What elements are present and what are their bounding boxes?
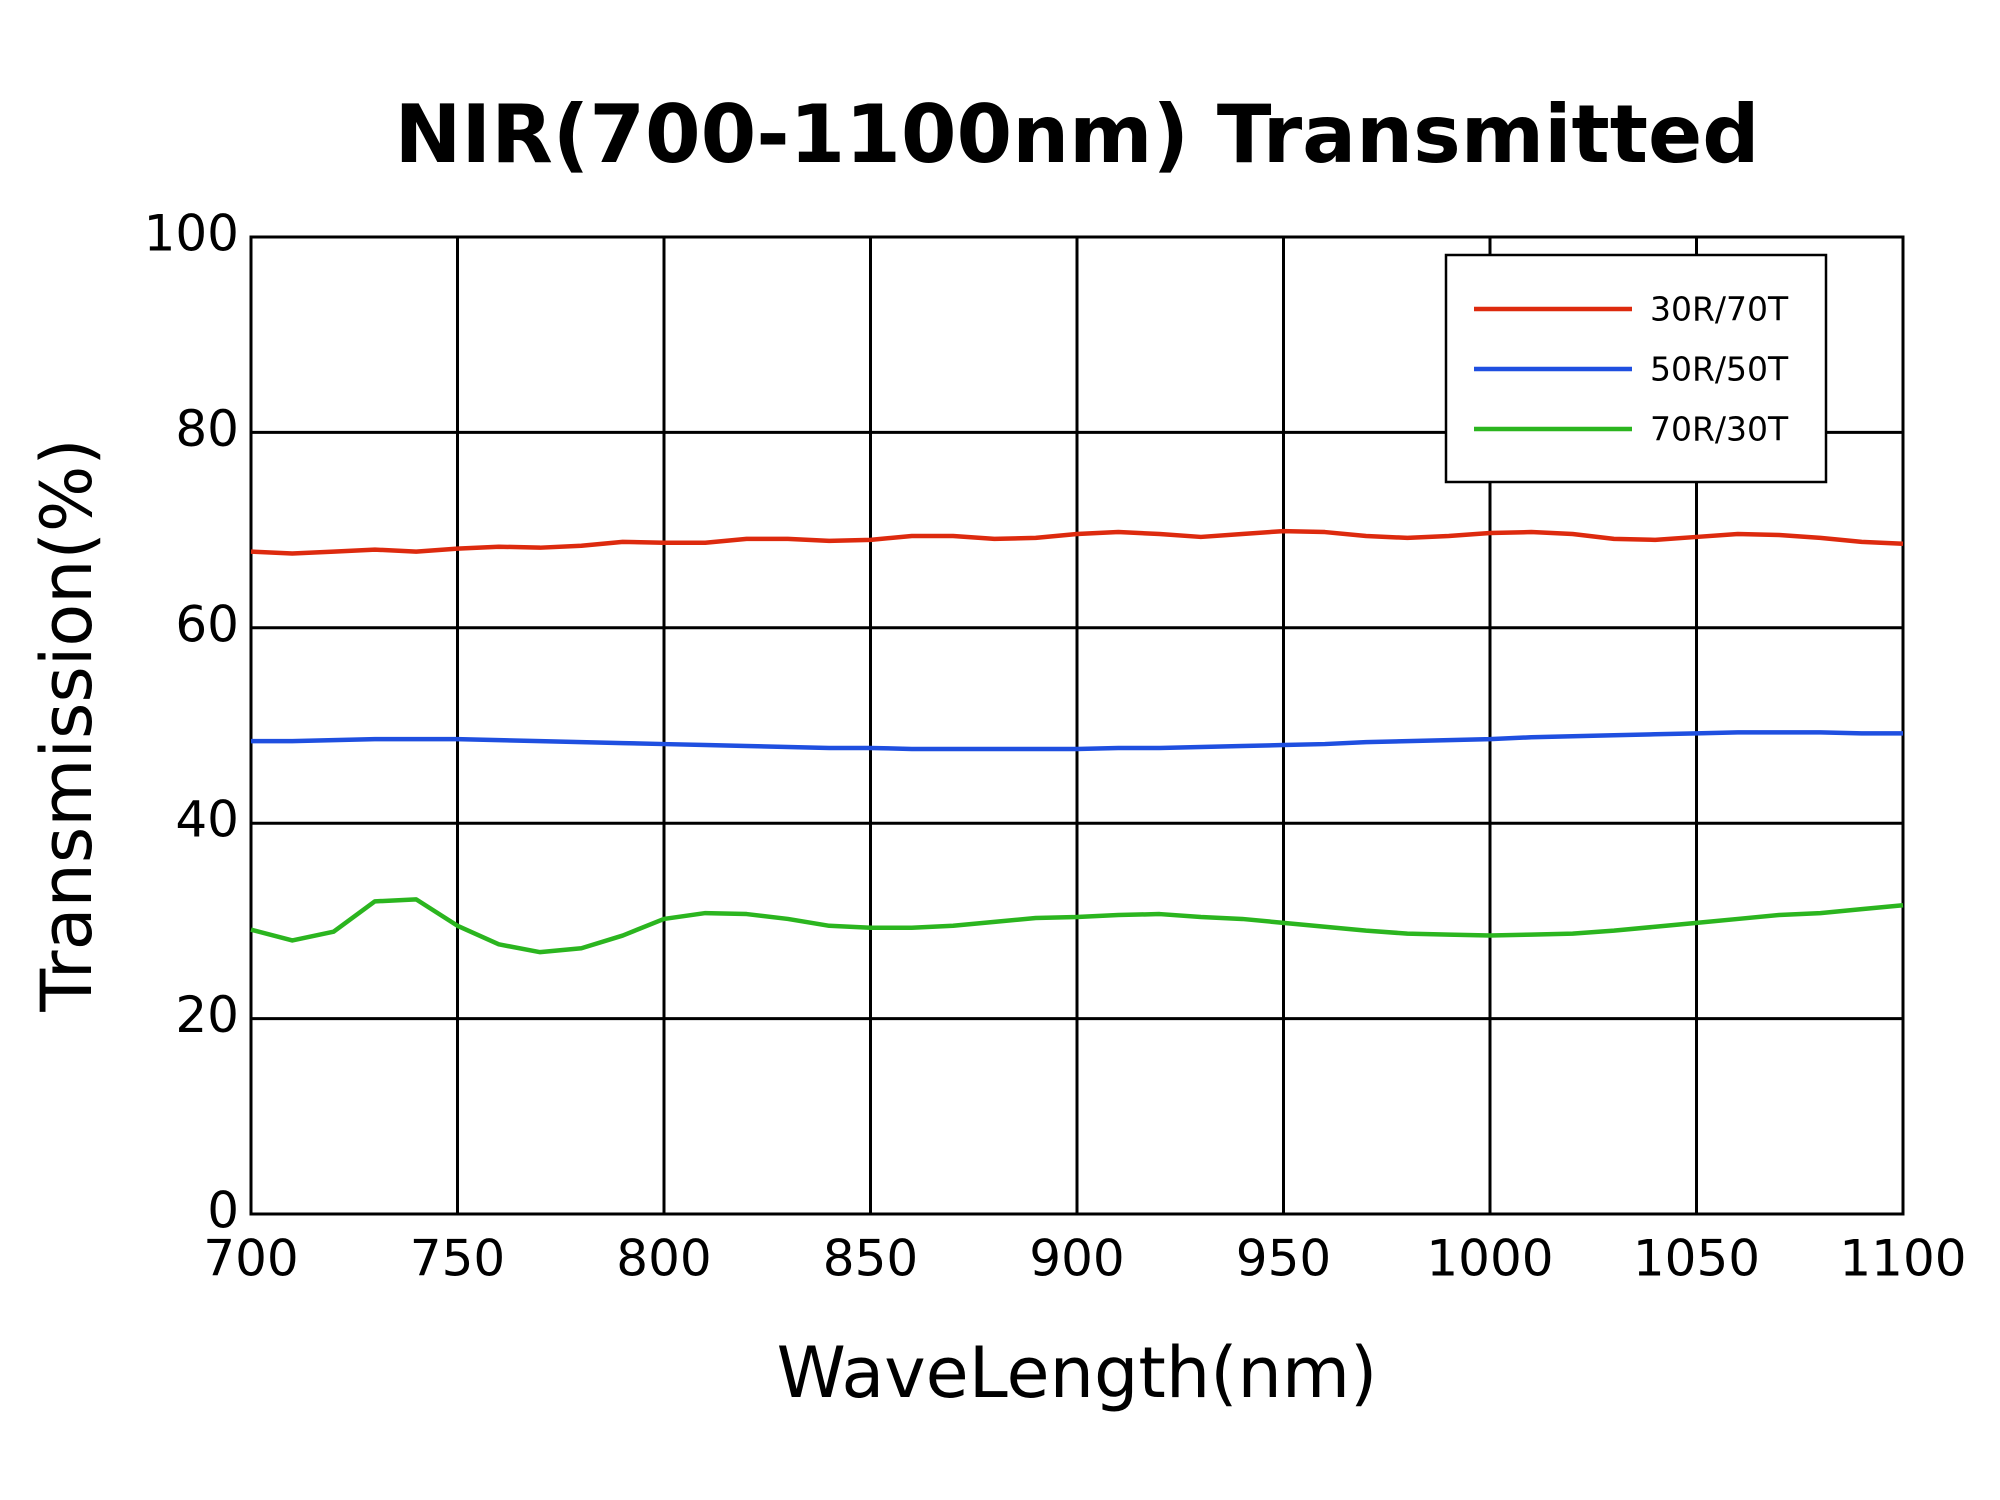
- series-line: [250, 528, 1904, 556]
- chart-title: NIR(700-1100nm) Transmitted: [394, 88, 1759, 181]
- x-tick-label: 950: [1236, 1230, 1331, 1288]
- y-tick-label: 60: [175, 595, 239, 653]
- series-line: [250, 897, 1904, 955]
- x-tick-label: 700: [203, 1230, 298, 1288]
- y-axis-label: Transmission(%): [26, 438, 108, 1012]
- x-tick-label: 800: [616, 1230, 711, 1288]
- legend-label: 30R/70T: [1650, 290, 1789, 329]
- legend-label: 70R/30T: [1650, 410, 1789, 449]
- x-tick-label: 1100: [1839, 1230, 1966, 1288]
- legend-label: 50R/50T: [1650, 350, 1789, 389]
- series-line: [251, 730, 1903, 752]
- y-tick-label: 100: [144, 205, 239, 263]
- x-tick-label: 1000: [1426, 1230, 1553, 1288]
- y-tick-label: 0: [207, 1182, 239, 1240]
- x-tick-label: 750: [410, 1230, 505, 1288]
- y-tick-label: 40: [175, 791, 239, 849]
- y-tick-label: 20: [175, 986, 239, 1044]
- x-tick-label: 1050: [1633, 1230, 1760, 1288]
- plot-frame: [249, 235, 1905, 1216]
- y-tick-label: 80: [175, 400, 239, 458]
- x-tick-label: 850: [823, 1230, 918, 1288]
- x-tick-label: 900: [1029, 1230, 1124, 1288]
- x-axis-label: WaveLength(nm): [777, 1332, 1378, 1414]
